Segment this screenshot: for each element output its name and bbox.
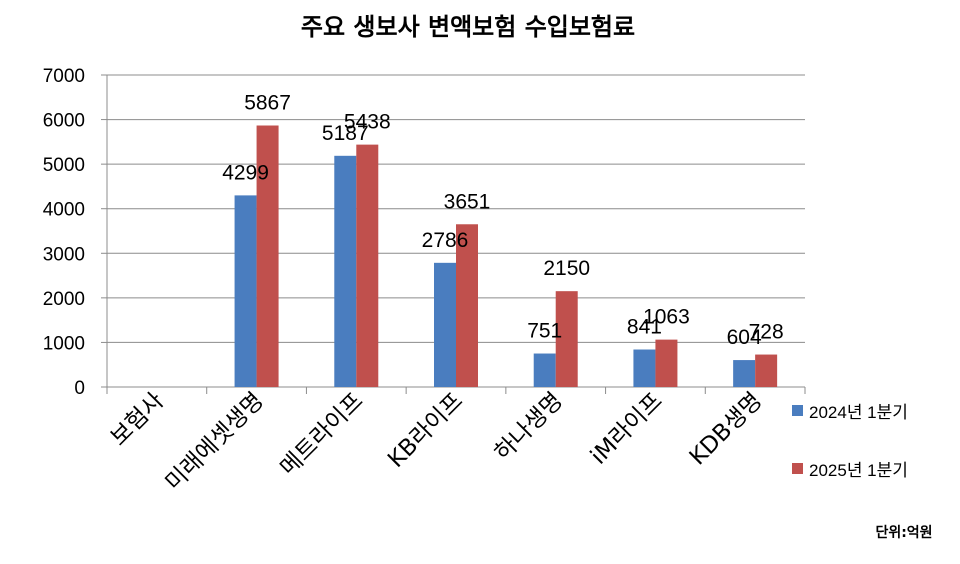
bar	[234, 195, 257, 387]
data-label: 5187	[322, 122, 369, 145]
chart-title: 주요 생보사 변액보험 수입보험료	[301, 13, 635, 41]
x-tick-label: iM라이프	[586, 388, 668, 470]
y-tick-label: 5000	[43, 155, 85, 176]
data-label: 728	[749, 321, 784, 344]
y-tick-label: 2000	[43, 289, 85, 310]
data-label: 2150	[543, 257, 590, 280]
y-tick-label: 1000	[43, 333, 85, 354]
x-tick-label: KDB생명	[685, 388, 768, 471]
y-axis-ticks: 0 1000 2000 3000 4000 5000 6000 7000	[43, 66, 107, 399]
unit-note: 단위:억원	[875, 524, 932, 541]
bar	[655, 339, 678, 387]
legend-label: 2024년 1분기	[809, 403, 908, 422]
legend-swatch	[792, 405, 803, 416]
bar	[434, 262, 456, 387]
data-label: 4299	[222, 161, 269, 184]
data-label: 841	[627, 316, 662, 339]
data-label: 5867	[244, 91, 291, 114]
data-label: 3651	[444, 190, 491, 213]
x-tick-label: 메트라이프	[275, 388, 368, 481]
data-label: 751	[527, 320, 562, 343]
data-label: 604	[727, 326, 762, 349]
data-label: 2786	[422, 229, 469, 252]
y-tick-label: 7000	[43, 66, 85, 87]
bar	[256, 125, 279, 388]
y-tick-label: 6000	[43, 111, 85, 132]
x-tick-label: 보험사	[106, 388, 169, 451]
legend: 2024년 1분기 2025년 1분기	[792, 403, 908, 480]
bar	[555, 291, 578, 387]
data-labels: 4299 5187 2786 751 841 604 5867 5438 3651 2150 106…	[222, 91, 783, 349]
legend-label: 2025년 1분기	[809, 461, 908, 480]
bar	[456, 224, 478, 387]
bar	[334, 155, 357, 387]
data-label: 5438	[344, 111, 391, 134]
legend-swatch	[792, 463, 803, 474]
bar	[733, 360, 756, 387]
x-tick-label: 미래에셋생명	[161, 388, 269, 496]
y-tick-label: 4000	[43, 200, 85, 221]
bar	[633, 349, 656, 387]
bar	[533, 353, 556, 387]
x-tick-label: 하나생명	[490, 388, 568, 466]
bars	[234, 125, 778, 388]
bar	[356, 144, 379, 387]
data-label: 1063	[643, 306, 690, 329]
bar	[755, 354, 778, 387]
y-tick-label: 0	[74, 378, 85, 399]
x-tick-label: KB라이프	[383, 388, 468, 473]
y-tick-label: 3000	[43, 244, 85, 265]
